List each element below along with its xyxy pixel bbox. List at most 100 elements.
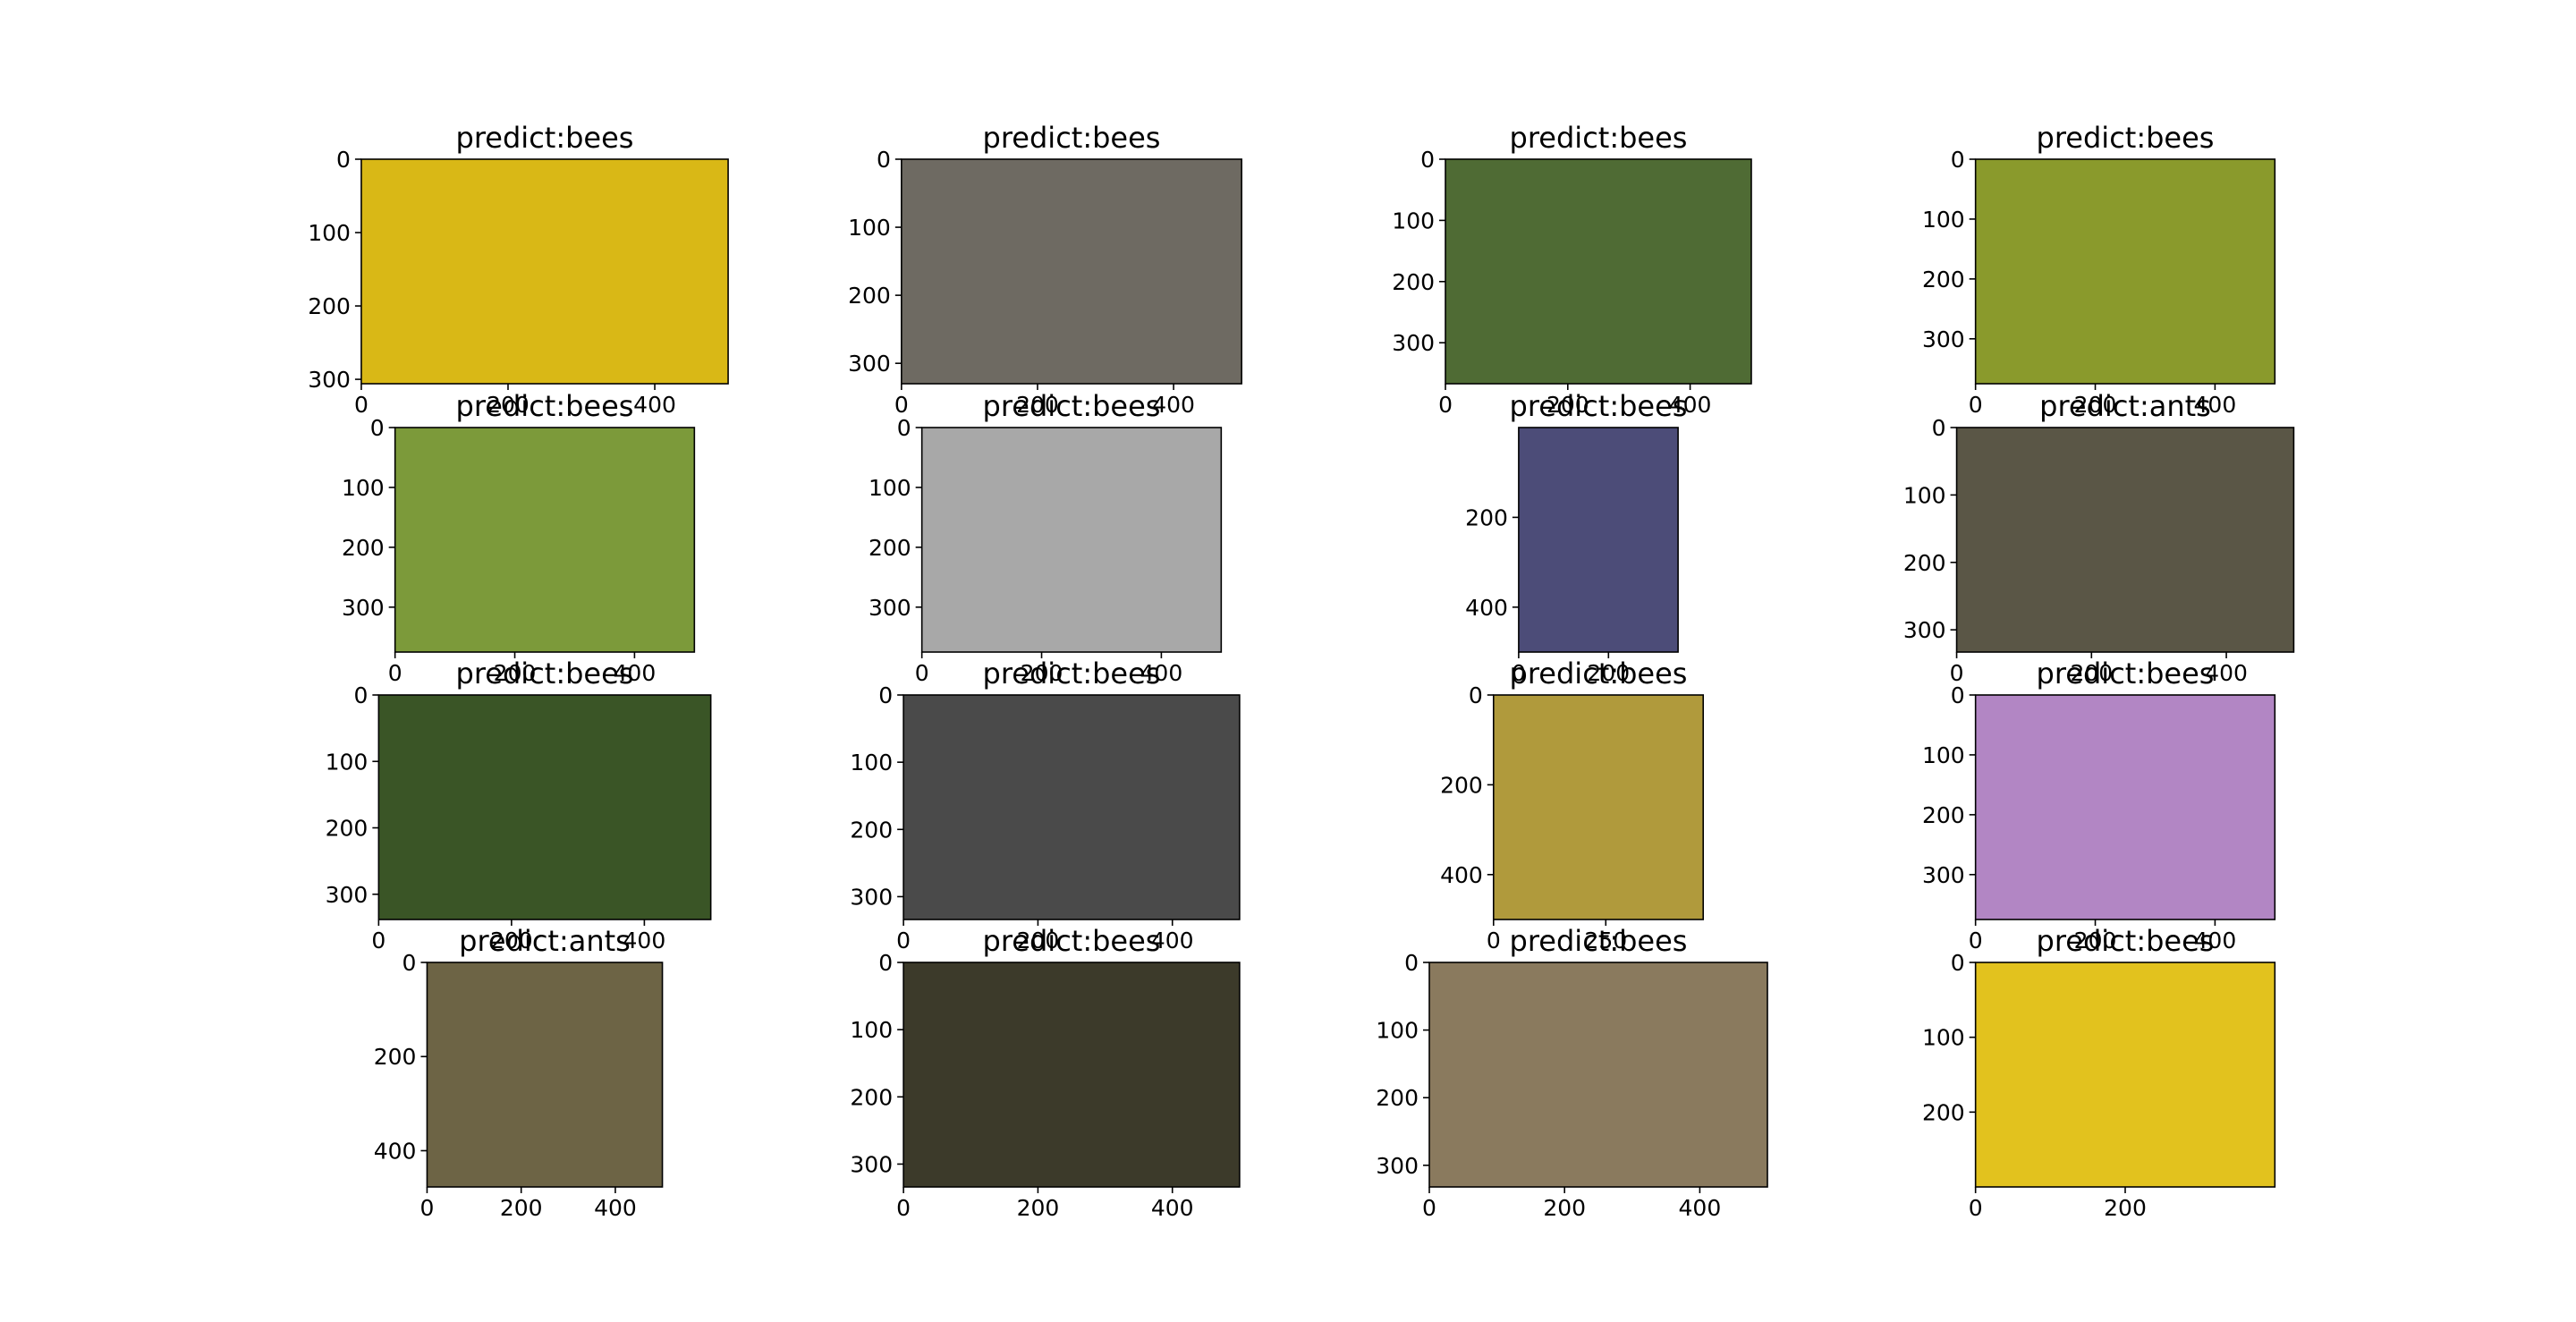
y-tick-label: 200 <box>1440 772 1483 798</box>
x-tick-label: 0 <box>1422 1195 1436 1221</box>
y-tick-label: 300 <box>1903 617 1946 643</box>
y-tick-label: 100 <box>1376 1018 1419 1044</box>
x-tick-label: 200 <box>490 928 533 953</box>
x-tick-label: 0 <box>354 392 369 418</box>
x-tick-label: 200 <box>500 1195 543 1221</box>
panel-title: predict:bees <box>2037 657 2215 691</box>
axes-frame <box>1974 158 2276 385</box>
panel-title: predict:bees <box>456 121 634 155</box>
y-tick-label: 300 <box>848 351 891 377</box>
axes-frame <box>1974 694 2276 920</box>
y-tick-label: 0 <box>1469 682 1483 708</box>
y-tick-label: 200 <box>1903 550 1946 576</box>
x-tick-label: 250 <box>1584 928 1627 953</box>
x-tick-label: 0 <box>1487 928 1501 953</box>
x-tick-label: 0 <box>896 1195 911 1221</box>
image <box>903 695 1240 919</box>
y-tick-label: 0 <box>878 950 893 976</box>
y-tick-label: 0 <box>336 147 351 173</box>
y-tick-label: 0 <box>1951 147 1965 173</box>
y-tick-label: 100 <box>850 1017 893 1043</box>
x-tick-label: 200 <box>2104 1195 2147 1221</box>
image <box>903 962 1240 1187</box>
x-tick-label: 400 <box>2194 928 2237 953</box>
y-tick-label: 300 <box>308 367 351 393</box>
x-tick-label: 400 <box>1669 392 1712 418</box>
y-tick-label: 100 <box>848 215 891 241</box>
x-tick-label: 0 <box>915 660 929 686</box>
image <box>1975 159 2275 384</box>
axes-frame <box>426 962 664 1188</box>
panel-title: predict:bees <box>2037 924 2215 958</box>
x-tick-label: 400 <box>1679 1195 1722 1221</box>
x-tick-label: 400 <box>623 928 666 953</box>
y-tick-label: 200 <box>1922 802 1965 828</box>
y-tick-label: 0 <box>877 147 891 173</box>
x-tick-label: 200 <box>1587 660 1630 686</box>
y-tick-label: 200 <box>1922 1099 1965 1125</box>
image <box>1975 695 2275 919</box>
y-tick-label: 100 <box>342 475 385 501</box>
y-tick-label: 0 <box>1932 415 1946 441</box>
y-tick-label: 0 <box>1420 147 1435 173</box>
y-tick-label: 300 <box>1922 862 1965 888</box>
axes-frame <box>1492 694 1705 920</box>
y-tick-label: 400 <box>1465 595 1508 621</box>
y-tick-label: 300 <box>1922 326 1965 352</box>
y-tick-label: 200 <box>308 293 351 319</box>
x-tick-label: 400 <box>2205 660 2248 686</box>
panel-title: predict:bees <box>456 657 634 691</box>
axes-frame <box>902 694 1241 920</box>
axes-frame <box>920 427 1223 653</box>
x-tick-label: 0 <box>419 1195 434 1221</box>
y-tick-label: 200 <box>374 1044 417 1070</box>
image <box>1956 428 2294 652</box>
x-tick-label: 0 <box>1512 660 1526 686</box>
image <box>1518 428 1679 652</box>
y-tick-label: 300 <box>1376 1153 1419 1179</box>
image <box>360 159 729 384</box>
x-tick-label: 200 <box>1017 928 1060 953</box>
y-tick-label: 300 <box>326 882 369 908</box>
y-tick-label: 200 <box>342 535 385 561</box>
x-tick-label: 0 <box>896 928 911 953</box>
axes-frame <box>394 427 696 653</box>
x-tick-label: 400 <box>1151 928 1194 953</box>
x-tick-label: 200 <box>1017 1195 1060 1221</box>
x-tick-label: 0 <box>1438 392 1453 418</box>
y-tick-label: 0 <box>1404 950 1419 976</box>
y-tick-label: 100 <box>326 749 369 775</box>
x-tick-label: 400 <box>1151 1195 1194 1221</box>
x-tick-label: 400 <box>633 392 676 418</box>
panel-title: predict:bees <box>983 657 1161 691</box>
panel-title: predict:bees <box>456 389 634 423</box>
y-tick-label: 200 <box>848 283 891 309</box>
panel-title: predict:bees <box>1510 657 1688 691</box>
y-tick-label: 300 <box>850 884 893 910</box>
axes-frame <box>1445 158 1752 385</box>
x-tick-label: 200 <box>1021 660 1063 686</box>
y-tick-label: 100 <box>308 220 351 246</box>
x-tick-label: 200 <box>1546 392 1589 418</box>
image <box>394 428 695 652</box>
panel-title: predict:bees <box>983 389 1161 423</box>
y-tick-label: 200 <box>1922 267 1965 292</box>
panel-title: predict:bees <box>1510 924 1688 958</box>
y-tick-label: 200 <box>1376 1085 1419 1111</box>
panel-title: predict:bees <box>1510 121 1688 155</box>
axes-frame <box>360 158 729 385</box>
x-tick-label: 400 <box>594 1195 637 1221</box>
panel-title: predict:bees <box>1510 389 1688 423</box>
axes-frame <box>901 158 1242 385</box>
axes-frame <box>902 962 1241 1188</box>
axes-frame <box>1518 427 1679 653</box>
image <box>1975 962 2275 1187</box>
y-tick-label: 300 <box>1392 330 1435 356</box>
y-tick-label: 100 <box>869 475 911 501</box>
y-tick-label: 0 <box>370 415 385 441</box>
x-tick-label: 0 <box>1969 928 1983 953</box>
y-tick-label: 0 <box>897 415 911 441</box>
y-tick-label: 200 <box>1465 504 1508 530</box>
